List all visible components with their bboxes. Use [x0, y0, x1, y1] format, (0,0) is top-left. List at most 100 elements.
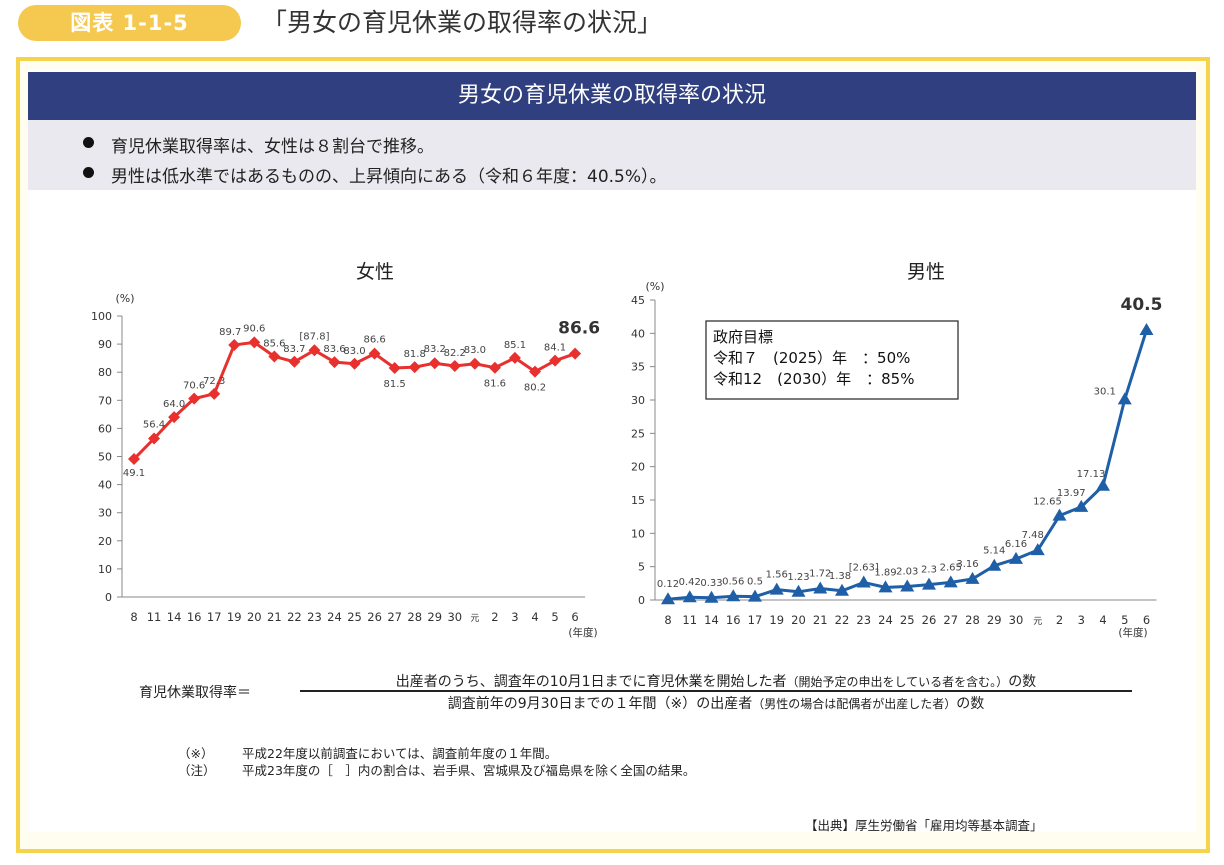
y-axis-unit: (%): [645, 280, 664, 293]
data-label: 49.1: [123, 468, 145, 479]
data-label: 89.7: [219, 327, 241, 338]
data-point: [549, 354, 562, 367]
x-tick-label: 28: [965, 613, 980, 627]
data-point: [835, 583, 849, 596]
x-tick-label: 26: [922, 613, 937, 627]
x-tick-label: 17: [207, 610, 222, 624]
formula-denominator: 調査前年の9月30日までの１年間（※）の出産者（男性の場合は配偶者が出産した者）…: [300, 693, 1132, 713]
x-tick-label: 21: [267, 610, 282, 624]
formula-label: 育児休業取得率＝: [139, 685, 251, 701]
data-point: [168, 411, 181, 424]
data-point: [448, 360, 461, 373]
x-tick-label: 4: [1099, 613, 1106, 627]
data-point: [248, 336, 261, 349]
data-point: [348, 357, 361, 370]
data-label: 2.65: [940, 562, 962, 573]
x-tick-label: 30: [447, 610, 462, 624]
data-point: [813, 581, 828, 594]
data-label: 1.89: [874, 567, 896, 578]
goal-annotation-text: 政府目標: [713, 328, 773, 346]
y-tick-label: 60: [98, 422, 112, 435]
numerator-note: （開始予定の申出をしている者を含む。）: [786, 675, 1009, 689]
data-point: [856, 575, 871, 588]
x-tick-label: 元: [1033, 617, 1042, 627]
data-point: [188, 392, 201, 405]
y-tick-label: 30: [98, 507, 112, 520]
x-tick-label: 2: [491, 610, 498, 624]
x-tick-label: 8: [130, 610, 137, 624]
x-tick-label: 22: [835, 613, 850, 627]
data-label: 86.6: [363, 335, 385, 346]
data-point: [148, 432, 161, 445]
y-tick-label: 30: [631, 394, 645, 407]
data-label: 13.97: [1057, 488, 1086, 499]
banner-title: 男女の育児休業の取得率の状況: [28, 72, 1196, 120]
x-tick-label: 17: [748, 613, 763, 627]
data-point: [308, 344, 321, 357]
y-axis-unit: (%): [115, 292, 134, 305]
x-tick-label: 5: [1121, 613, 1128, 627]
data-label: 0.56: [722, 576, 744, 587]
data-label: 80.2: [524, 383, 546, 394]
note-tag: （※）: [178, 746, 214, 761]
data-point: [704, 590, 719, 603]
figure-badge: 図表 1-1-5: [18, 5, 241, 41]
data-point: [726, 589, 741, 602]
goal-annotation-text: 令和７ (2025）年 ：50%: [713, 349, 910, 367]
data-point: [468, 357, 481, 370]
figure-title: 「男女の育児休業の取得率の状況」: [262, 8, 663, 37]
fraction-line: [300, 690, 1132, 692]
bullet-list: 育児休業取得率は、女性は８割台で推移。 男性は低水準ではあるものの、上昇傾向にあ…: [28, 120, 1196, 190]
data-point: [569, 347, 582, 360]
y-tick-label: 90: [98, 338, 112, 351]
x-tick-label: 16: [187, 610, 202, 624]
data-label: 81.6: [484, 379, 506, 390]
data-label: 83.7: [283, 344, 305, 355]
data-point: [268, 350, 281, 363]
data-label: 0.5: [747, 577, 763, 588]
y-tick-label: 15: [631, 494, 645, 507]
data-point: [128, 453, 140, 466]
data-point: [682, 590, 697, 603]
data-label: 1.56: [766, 570, 788, 581]
data-label-latest: 40.5: [1121, 295, 1163, 315]
data-point: [529, 365, 541, 378]
x-tick-label: 29: [987, 613, 1002, 627]
data-label: 12.65: [1033, 497, 1062, 508]
x-tick-label: 11: [147, 610, 162, 624]
data-point: [408, 361, 421, 374]
y-tick-label: 40: [98, 479, 112, 492]
note-text: 平成23年度の［ ］内の割合は、岩手県、宮城県及び福島県を除く全国の結果。: [242, 763, 696, 778]
data-point: [965, 571, 980, 584]
data-label: 1.38: [829, 571, 851, 582]
x-tick-label: 23: [856, 613, 871, 627]
y-tick-label: 40: [631, 327, 645, 340]
x-tick-label: 25: [900, 613, 915, 627]
data-point: [228, 338, 241, 351]
x-tick-label: 元: [470, 614, 479, 624]
source-citation: 【出典】厚生労働省「雇用均等基本調査」: [805, 818, 1043, 833]
x-tick-label: 28: [407, 610, 422, 624]
x-tick-label: 24: [878, 613, 893, 627]
data-point: [943, 575, 958, 588]
x-tick-label: 27: [943, 613, 958, 627]
data-label: 0.42: [679, 577, 701, 588]
x-tick-label: 6: [571, 610, 578, 624]
data-label: 5.14: [983, 546, 1005, 557]
y-tick-label: 10: [631, 527, 645, 540]
x-tick-label: 16: [726, 613, 741, 627]
data-point: [1074, 499, 1089, 512]
data-label: 64.0: [163, 399, 185, 410]
bullet-text: 男性は低水準ではあるものの、上昇傾向にある（令和６年度：40.5%）。: [111, 167, 667, 187]
x-tick-label: 5: [551, 610, 558, 624]
data-point: [288, 355, 301, 368]
data-point: [1030, 543, 1045, 556]
x-tick-label: 25: [347, 610, 362, 624]
x-tick-label: 22: [287, 610, 302, 624]
content-panel: 男女の育児休業の取得率の状況 育児休業取得率は、女性は８割台で推移。 男性は低水…: [28, 70, 1196, 832]
data-point: [1139, 323, 1154, 335]
data-label: 85.1: [504, 340, 526, 351]
data-label: [87.8]: [299, 331, 329, 342]
